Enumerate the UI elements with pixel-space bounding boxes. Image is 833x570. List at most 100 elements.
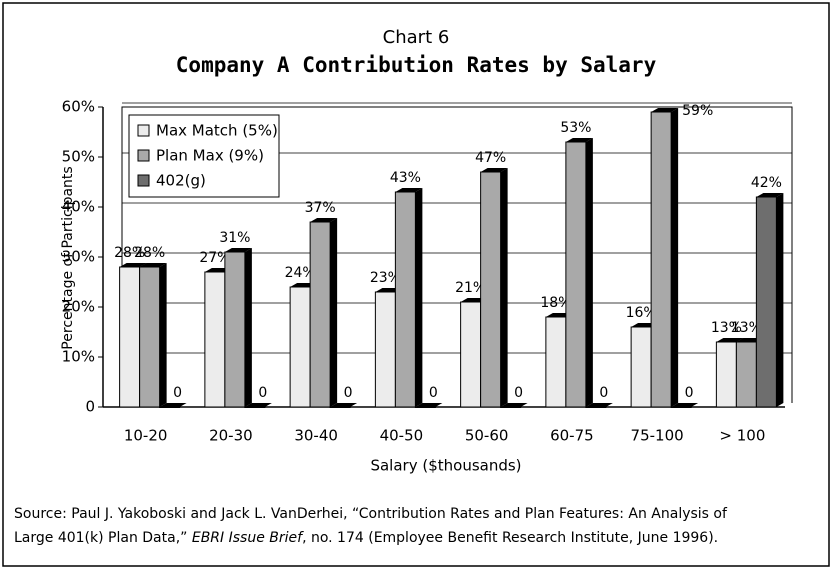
bar-top — [330, 403, 358, 407]
value-label: 0 — [344, 385, 353, 401]
bar — [394, 188, 423, 408]
source-text: EBRI Issue Brief — [192, 530, 304, 546]
bar-side — [415, 188, 423, 407]
bar-face — [159, 406, 181, 408]
value-label: 0 — [173, 385, 182, 401]
legend-swatch — [137, 149, 150, 162]
chart-title: Chart 6 — [383, 27, 450, 48]
source-text: Source: Paul J. Yakoboski and Jack L. Va… — [14, 506, 728, 522]
y-tick-label: 50% — [62, 148, 95, 166]
bar — [159, 403, 187, 408]
y-tick-label: 20% — [62, 298, 95, 316]
value-label: 0 — [685, 385, 694, 401]
chart-subtitle: Company A Contribution Rates by Salary — [176, 53, 657, 77]
bar-face — [394, 191, 416, 408]
bar — [565, 138, 593, 408]
bar-top — [159, 403, 187, 407]
value-label: 47% — [475, 150, 506, 166]
bar-face — [650, 111, 672, 408]
bar — [244, 403, 272, 408]
x-tick-label: 20-30 — [209, 427, 253, 445]
bar-face — [119, 266, 141, 408]
value-label: 13% — [711, 320, 742, 336]
legend-box — [128, 114, 280, 198]
legend-label: 402(g) — [156, 172, 206, 190]
bar-face — [414, 406, 436, 408]
back-wall — [121, 106, 793, 403]
y-tick-label: 0 — [85, 398, 95, 416]
value-label: 0 — [514, 385, 523, 401]
bar-side — [330, 218, 338, 407]
value-label: 23% — [370, 270, 401, 286]
value-label: 28% — [114, 245, 145, 261]
source-text: Large 401(k) Plan Data,” — [14, 530, 192, 546]
value-label: 24% — [285, 265, 316, 281]
bar-top — [119, 263, 147, 267]
x-tick-label: 40-50 — [380, 427, 424, 445]
x-tick-label: 60-75 — [550, 427, 594, 445]
bar-face — [715, 341, 737, 408]
legend-label: Plan Max (9%) — [156, 147, 264, 165]
value-label: 0 — [429, 385, 438, 401]
x-tick-label: 75-100 — [631, 427, 684, 445]
x-tick-label: 30-40 — [294, 427, 338, 445]
legend-label: Max Match (5%) — [156, 122, 278, 140]
bar-face — [670, 406, 692, 408]
bar — [414, 403, 443, 408]
value-label: 31% — [219, 230, 250, 246]
value-label: 0 — [599, 385, 608, 401]
bar-side — [671, 108, 679, 407]
bar — [224, 248, 252, 408]
value-label: 53% — [560, 120, 591, 136]
bar — [585, 403, 613, 408]
y-tick-label: 10% — [62, 348, 95, 366]
x-tick-label: 10-20 — [124, 427, 168, 445]
bar — [139, 263, 167, 408]
bar-top — [585, 403, 613, 407]
value-label: 59% — [682, 103, 713, 119]
value-label: 27% — [199, 250, 230, 266]
x-tick-label: 50-60 — [465, 427, 509, 445]
bar-face — [309, 221, 331, 408]
y-tick-label: 30% — [62, 248, 95, 266]
bar — [480, 168, 508, 408]
bar-face — [565, 141, 587, 408]
bar-face — [139, 266, 161, 408]
bar — [650, 108, 679, 408]
legend-swatch — [137, 174, 150, 187]
bar-face — [244, 406, 266, 408]
value-label: 21% — [455, 280, 486, 296]
bar-top — [651, 108, 679, 112]
bar-side — [159, 263, 167, 407]
bar — [755, 193, 784, 408]
bar-top — [310, 218, 338, 222]
source-line: Large 401(k) Plan Data,” EBRI Issue Brie… — [14, 530, 718, 546]
bar-face — [289, 286, 311, 408]
bar — [670, 403, 699, 408]
value-label: 13% — [731, 320, 762, 336]
bar-top — [565, 138, 593, 142]
bar — [309, 218, 338, 408]
bar-top — [716, 338, 744, 342]
bar-top — [756, 193, 784, 197]
bar-top — [244, 403, 272, 407]
bar — [500, 403, 528, 408]
bar-top — [139, 263, 167, 267]
bar-side — [585, 138, 593, 407]
bar-face — [545, 316, 567, 408]
bar-face — [204, 271, 226, 408]
bar-face — [755, 196, 777, 408]
bar-face — [630, 326, 652, 408]
bar-face — [480, 171, 502, 408]
y-tick-label: 60% — [62, 98, 95, 116]
y-axis-label: Percentage of Participants — [60, 166, 76, 349]
bar-face — [585, 406, 607, 408]
bar-face — [374, 291, 396, 408]
bar-side — [776, 193, 784, 407]
value-label: 18% — [540, 295, 571, 311]
source-line: Source: Paul J. Yakoboski and Jack L. Va… — [14, 506, 728, 522]
bar-face — [735, 341, 757, 408]
value-label: 16% — [626, 305, 657, 321]
